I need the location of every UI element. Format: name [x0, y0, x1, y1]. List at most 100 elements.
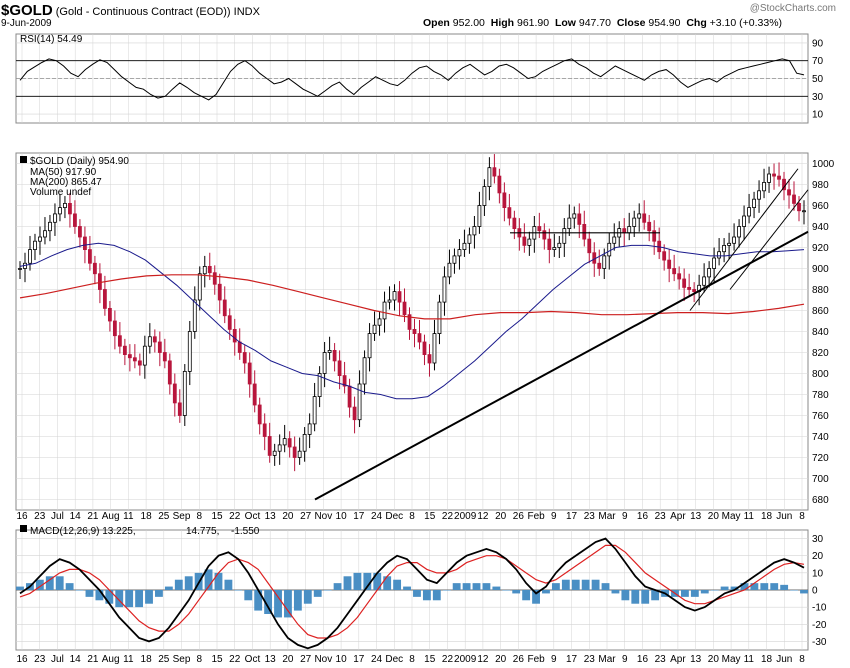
price-xtick-label: 15: [211, 511, 223, 522]
price-candle: [88, 249, 92, 264]
price-tick-label: 1000: [812, 159, 835, 170]
macd-xtick-label: 8: [799, 654, 805, 665]
channel-upper-line: [689, 168, 799, 311]
price-candle: [137, 360, 142, 366]
price-candle: [232, 328, 237, 343]
macd-xtick-label: 10: [336, 654, 348, 665]
price-candle: [102, 289, 107, 309]
macd-histogram-bar: [393, 579, 402, 590]
open-value: 952.00: [452, 17, 485, 29]
price-candle: [122, 345, 127, 356]
rsi-tick-label: 10: [812, 110, 824, 121]
price-legend-main: $GOLD (Daily) 954.90: [30, 156, 129, 167]
macd-signal-legend: 14.775,: [186, 526, 219, 537]
price-tick-label: 700: [812, 474, 829, 485]
macd-histogram-bar: [125, 590, 134, 608]
macd-histogram-bar: [333, 583, 342, 590]
macd-tick-label: -30: [812, 637, 827, 648]
price-candle: [682, 278, 687, 288]
price-candle: [452, 255, 457, 264]
macd-xtick-label: 11: [123, 654, 134, 665]
price-candle: [662, 251, 667, 261]
quote-bar: Open 952.00 High 961.90 Low 947.70 Close…: [423, 17, 782, 29]
price-candle: [53, 213, 57, 223]
macd-xtick-label: 20: [282, 654, 294, 665]
rsi-tick-label: 30: [812, 92, 824, 103]
price-candle: [312, 396, 317, 425]
price-candle: [797, 202, 801, 212]
price-candle: [48, 221, 52, 232]
price-candle: [742, 215, 746, 227]
price-candle: [63, 202, 67, 208]
macd-histogram-bar: [135, 590, 144, 608]
macd-histogram-bar: [303, 590, 312, 604]
macd-xtick-label: Oct: [245, 654, 261, 665]
macd-histogram-bar: [95, 590, 104, 601]
price-candle: [552, 247, 557, 250]
macd-xtick-label: 21: [87, 654, 99, 665]
price-candle: [307, 423, 312, 435]
price-candle: [132, 357, 137, 362]
macd-histogram-bar: [780, 584, 789, 590]
close-label: Close: [616, 17, 646, 29]
price-xtick-label: 23: [655, 511, 667, 522]
macd-histogram-bar: [522, 590, 531, 601]
macd-histogram-bar: [413, 590, 421, 597]
price-xtick-label: Oct: [245, 511, 261, 522]
price-candle: [732, 236, 736, 244]
macd-xtick-label: 20: [495, 654, 507, 665]
price-candle: [362, 357, 367, 385]
macd-histogram-bar: [432, 590, 441, 601]
macd-xtick-label: Feb: [527, 654, 545, 665]
price-xtick-label: 27: [300, 511, 312, 522]
price-xtick-label: 18: [141, 511, 153, 522]
close-value: 954.90: [648, 17, 681, 29]
macd-histogram-bar: [65, 583, 74, 590]
macd-histogram-bar: [313, 590, 322, 597]
price-candle: [772, 173, 776, 177]
high-value: 961.90: [516, 17, 550, 29]
price-xtick-label: Feb: [527, 511, 545, 522]
price-candle: [507, 207, 512, 219]
price-candle: [522, 236, 527, 246]
price-candle: [492, 167, 497, 177]
price-candle: [162, 352, 167, 362]
rsi-tick-label: 90: [812, 38, 824, 49]
macd-histogram-bar: [244, 590, 253, 601]
price-candle: [372, 324, 377, 335]
price-candle: [267, 436, 272, 456]
price-candle: [297, 450, 302, 458]
low-label: Low: [554, 17, 576, 29]
rsi-line: [19, 58, 805, 101]
macd-xtick-label: 17: [566, 654, 578, 665]
trendline: [314, 230, 809, 501]
macd-histogram-bar: [204, 569, 213, 590]
price-xtick-label: 10: [336, 511, 348, 522]
price-candle: [327, 349, 332, 353]
macd-histogram-bar: [323, 590, 332, 591]
price-xtick-label: 13: [265, 511, 277, 522]
price-candle: [677, 273, 682, 280]
price-candle: [512, 217, 517, 230]
price-candle: [572, 213, 577, 219]
macd-histogram-bar: [462, 583, 471, 590]
price-candle: [152, 336, 157, 343]
price-candle: [212, 272, 217, 285]
price-candle: [282, 438, 287, 446]
price-tick-label: 800: [812, 369, 829, 380]
macd-histogram-bar: [115, 590, 124, 608]
price-candle: [577, 213, 582, 225]
macd-histogram-bar: [492, 586, 501, 590]
macd-line: [19, 537, 805, 650]
price-xtick-label: 20: [708, 511, 720, 522]
price-candle: [33, 240, 37, 250]
macd-xtick-label: May: [722, 654, 741, 665]
price-candle: [167, 360, 172, 385]
price-candle: [582, 223, 587, 240]
price-candle: [337, 360, 342, 376]
price-xtick-label: Sep: [173, 511, 191, 522]
price-xtick-label: May: [722, 511, 741, 522]
macd-histogram-bar: [601, 583, 610, 590]
macd-histogram-bar: [264, 590, 273, 614]
